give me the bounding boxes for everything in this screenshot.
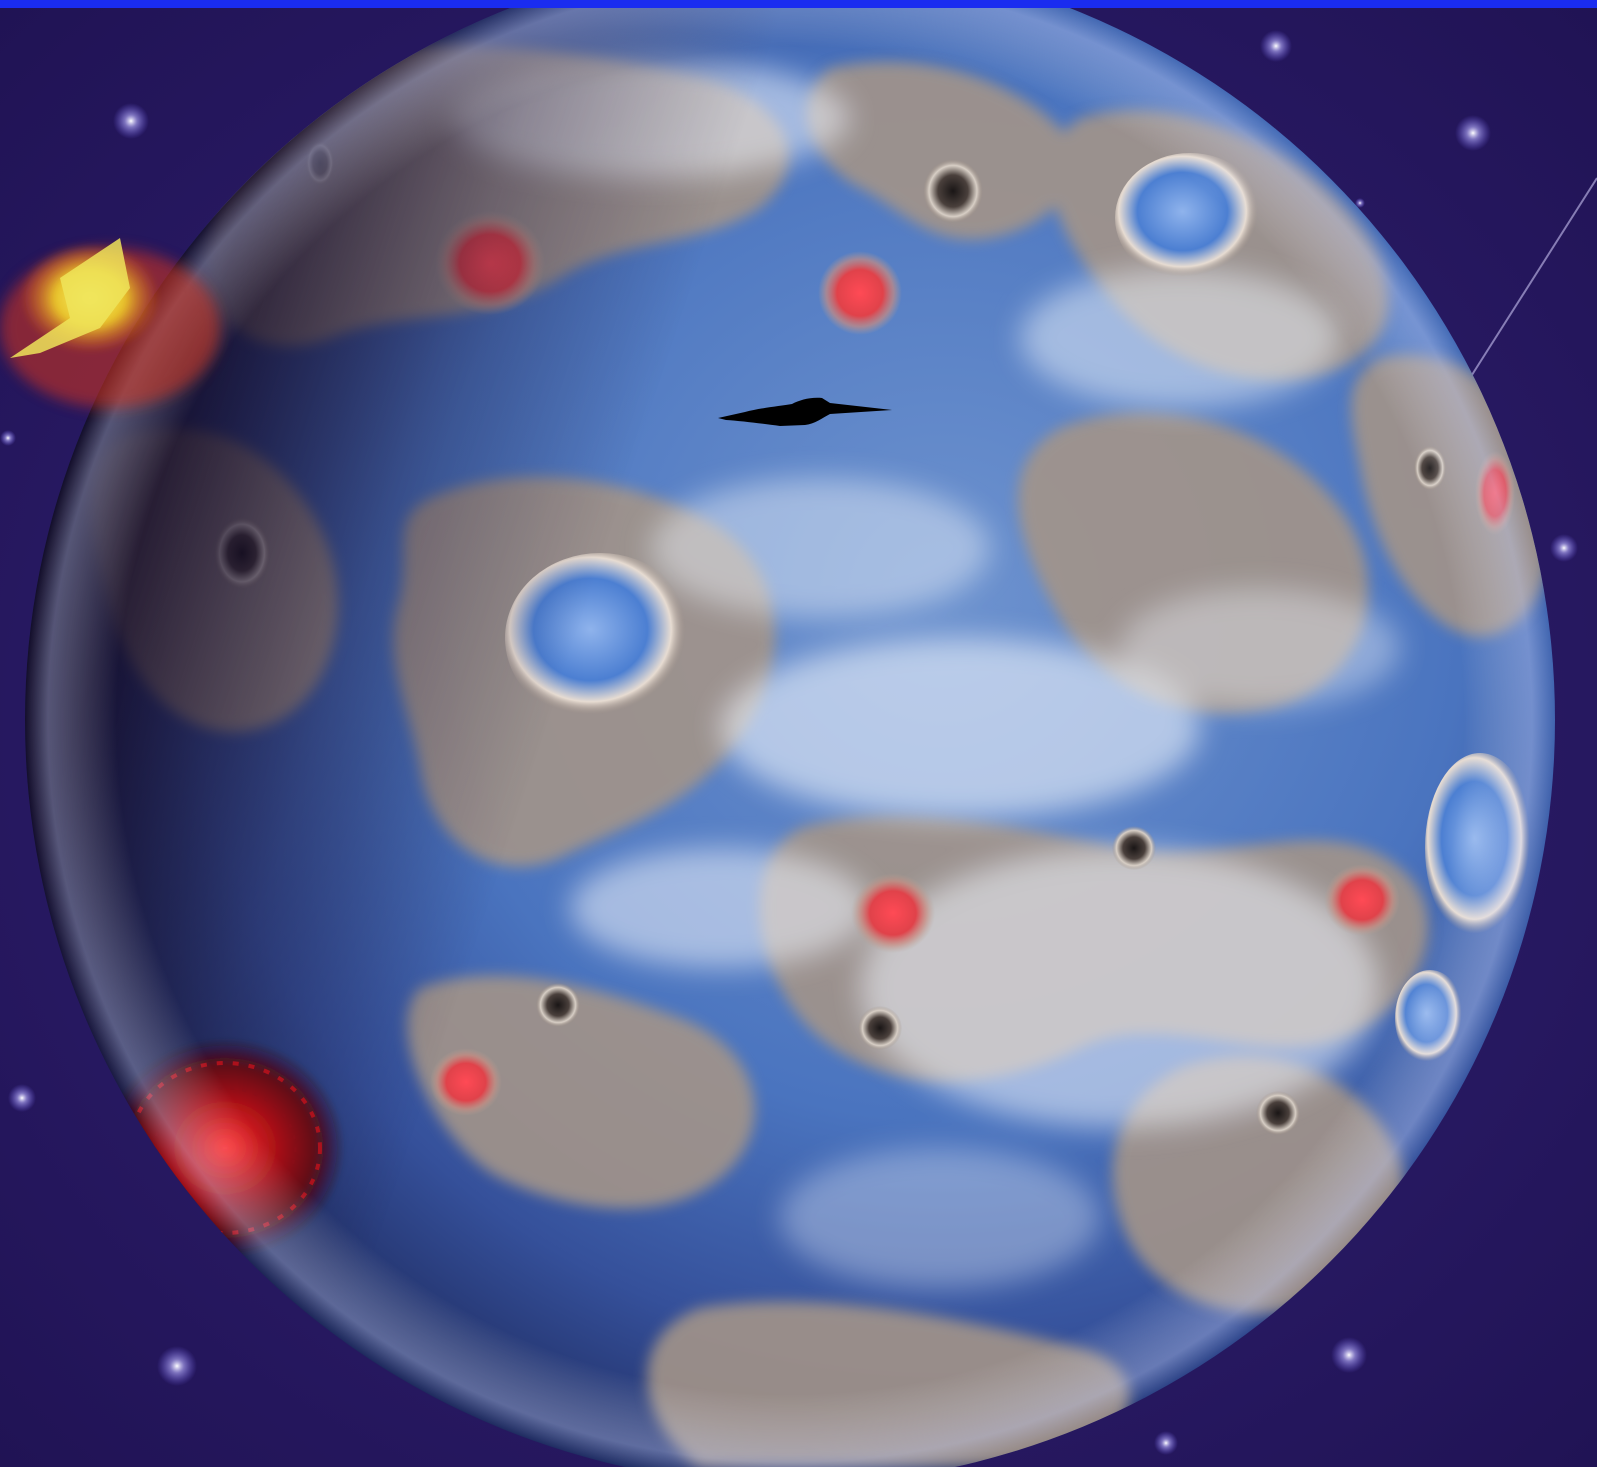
star-icon <box>0 430 16 446</box>
top-bar <box>0 0 1597 8</box>
star-icon <box>113 103 149 139</box>
star-icon <box>1154 1431 1178 1455</box>
star-icon <box>8 1084 36 1112</box>
star-field <box>0 30 1578 1455</box>
star-icon <box>1331 1337 1367 1373</box>
star-icon <box>1355 198 1365 208</box>
star-icon <box>157 1346 197 1386</box>
planet-icon[interactable] <box>0 8 1597 1467</box>
space-background <box>0 8 1597 1467</box>
star-icon <box>1260 30 1292 62</box>
shooting-star-icon <box>1469 177 1597 379</box>
star-icon <box>1455 115 1491 151</box>
solar-flare-icon <box>0 238 220 408</box>
star-icon <box>1550 534 1578 562</box>
spaceship-icon[interactable] <box>718 397 892 426</box>
